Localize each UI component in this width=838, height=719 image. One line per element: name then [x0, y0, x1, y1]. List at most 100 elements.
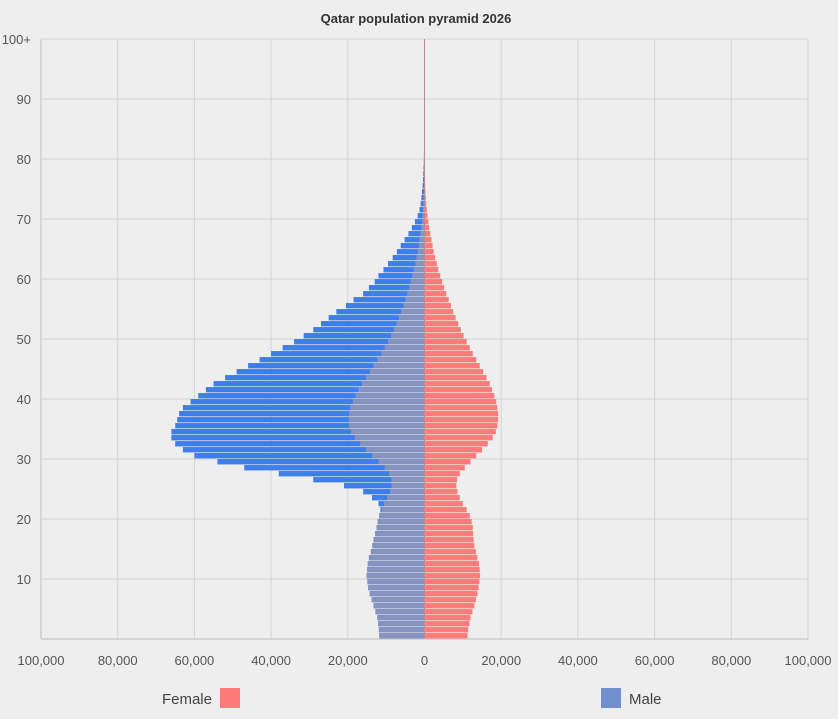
bar-male [404, 237, 425, 243]
bar-female [424, 243, 433, 249]
bar-female [424, 501, 463, 507]
bar-female [424, 453, 477, 459]
axes: 100,000 80,000 60,000 40,000 20,000 0 20,000 40… [2, 32, 832, 668]
bar-female [424, 381, 490, 387]
bar-male [236, 369, 425, 375]
bar-male [417, 213, 425, 219]
bar-male-overlay [388, 339, 425, 345]
bar-female [424, 393, 495, 399]
bar-male-overlay [370, 549, 425, 555]
bar-female [424, 213, 428, 219]
bar-female [424, 513, 470, 519]
bar-female [424, 405, 498, 411]
bar-female [424, 327, 461, 333]
bar-male-overlay [371, 597, 425, 603]
bar-male [259, 357, 425, 363]
legend-swatch-female [220, 688, 240, 708]
bar-female [424, 345, 470, 351]
bar-male-overlay [378, 627, 425, 633]
bar-female [424, 477, 458, 483]
bar-male [313, 477, 425, 483]
y-tick-label: 50 [17, 332, 31, 347]
bar-male [343, 483, 425, 489]
bar-female [424, 339, 467, 345]
bar-female [424, 459, 471, 465]
bar-male-overlay [354, 435, 425, 441]
bar-male-overlay [373, 537, 425, 543]
bar-male [175, 423, 425, 429]
bar-male [421, 195, 425, 201]
bar-female [424, 471, 460, 477]
bar-male-overlay [409, 285, 425, 291]
bar-female [424, 633, 468, 639]
bar-female [424, 621, 470, 627]
bar-male-overlay [416, 255, 425, 261]
bar-female [424, 237, 432, 243]
bar-female [424, 195, 426, 201]
bar-female [424, 573, 481, 579]
bar-male [411, 225, 425, 231]
legend-swatch-male [601, 688, 621, 708]
bar-male [271, 351, 425, 357]
bar-male-overlay [360, 441, 425, 447]
bar-female [424, 267, 439, 273]
bar-female [424, 189, 426, 195]
bar-male-overlay [367, 579, 425, 585]
bar-male-overlay [398, 315, 425, 321]
bar-male [190, 399, 425, 405]
bar-male [213, 381, 425, 387]
bar-female [424, 609, 473, 615]
bar-female [424, 447, 483, 453]
x-tick-label: 80,000 [98, 653, 138, 668]
bar-male-overlay [355, 393, 425, 399]
bar-female [424, 357, 477, 363]
bar-female [424, 207, 427, 213]
bar-female [424, 585, 479, 591]
bar-female [424, 555, 478, 561]
bar-male-overlay [379, 513, 425, 519]
bar-female [424, 297, 449, 303]
bar-male-overlay [413, 267, 425, 273]
bar-male [171, 435, 425, 441]
bar-male-overlay [369, 591, 425, 597]
bar-female [424, 279, 443, 285]
x-tick-label: 20,000 [328, 653, 368, 668]
x-tick-label: 60,000 [175, 653, 215, 668]
bar-female [424, 399, 497, 405]
bar-male-overlay [365, 375, 425, 381]
bar-female [424, 231, 431, 237]
bar-male-overlay [396, 321, 425, 327]
bar-male-overlay [410, 279, 425, 285]
bar-male-overlay [383, 501, 425, 507]
bar-male-overlay [389, 471, 425, 477]
bar-female [424, 291, 447, 297]
bar-male [328, 315, 425, 321]
bar-male-overlay [348, 423, 425, 429]
bar-female [424, 417, 499, 423]
bar-female [424, 375, 487, 381]
bar-male-overlay [401, 309, 425, 315]
bar-male [414, 219, 425, 225]
bar-female [424, 525, 473, 531]
bar-male [182, 405, 425, 411]
bar-female [424, 435, 493, 441]
bar-male-overlay [407, 291, 425, 297]
bar-male [303, 333, 425, 339]
bar-male-overlay [348, 417, 425, 423]
bar-male [378, 273, 425, 279]
bar-female [424, 627, 469, 633]
bar-male-overlay [393, 327, 425, 333]
bar-male-overlay [350, 405, 425, 411]
bar-male-overlay [389, 489, 425, 495]
x-tick-label: 40,000 [558, 653, 598, 668]
bar-male [336, 309, 425, 315]
bar-male-overlay [361, 381, 425, 387]
bar-male-overlay [403, 303, 425, 309]
bar-female [424, 333, 464, 339]
bar-female [424, 597, 476, 603]
bar-male [217, 459, 425, 465]
bar-female [424, 531, 474, 537]
bar-male-overlay [368, 585, 425, 591]
bar-male-overlay [368, 555, 425, 561]
x-tick-label: 100,000 [785, 653, 832, 668]
